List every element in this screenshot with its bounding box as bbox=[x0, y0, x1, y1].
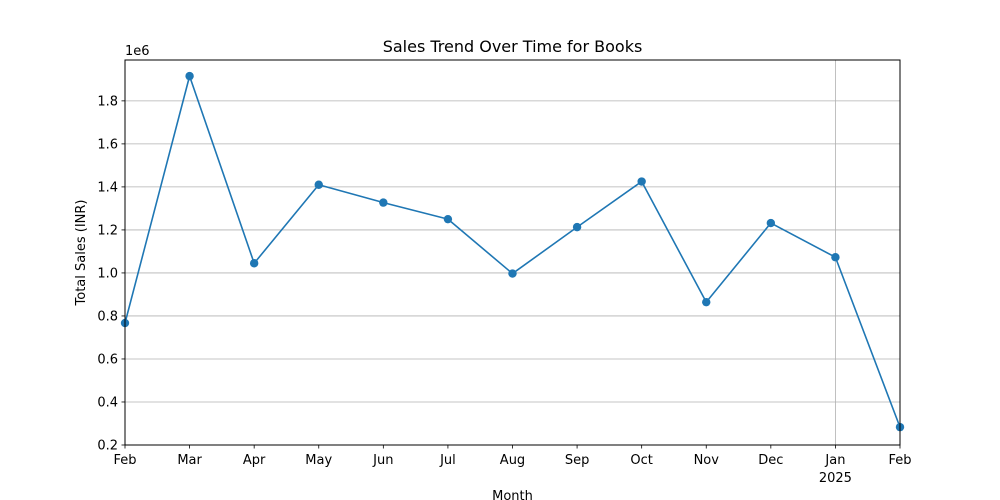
data-point bbox=[379, 198, 388, 207]
y-axis-ticks: 0.2 0.4 0.6 0.8 1.0 1.2 1.4 1.6 1.8 bbox=[97, 94, 125, 454]
y-tick-label: 0.8 bbox=[97, 309, 118, 324]
x-axis-label: Month bbox=[492, 489, 533, 500]
y-tick-label: 0.4 bbox=[97, 395, 118, 410]
data-point bbox=[766, 218, 776, 228]
y-tick-label: 0.6 bbox=[97, 352, 118, 367]
x-tick-label: Mar bbox=[177, 453, 202, 468]
y-tick-label: 0.2 bbox=[97, 439, 118, 454]
x-tick-label: Oct bbox=[630, 453, 652, 468]
y-tick-label: 1.6 bbox=[97, 137, 118, 152]
x-tick-sublabel: 2025 bbox=[819, 471, 852, 486]
x-tick-label: Apr bbox=[243, 453, 266, 468]
x-tick-label: Jan bbox=[824, 453, 845, 468]
data-point bbox=[443, 214, 453, 224]
x-tick-label: Aug bbox=[500, 453, 525, 468]
data-point bbox=[314, 180, 323, 189]
x-tick-label: Sep bbox=[565, 453, 590, 468]
data-point bbox=[249, 259, 259, 268]
data-point bbox=[831, 253, 840, 262]
y-offset-text: 1e6 bbox=[125, 44, 150, 59]
x-tick-label: Feb bbox=[888, 453, 911, 468]
x-tick-label: Feb bbox=[113, 453, 136, 468]
y-tick-label: 1.0 bbox=[97, 266, 118, 281]
x-tick-label: Jul bbox=[439, 453, 456, 468]
data-point bbox=[508, 269, 517, 278]
x-tick-label: Nov bbox=[694, 453, 720, 468]
y-tick-label: 1.4 bbox=[97, 180, 118, 195]
y-tick-label: 1.8 bbox=[97, 94, 118, 109]
y-axis-label: Total Sales (INR) bbox=[74, 200, 89, 307]
chart-title: Sales Trend Over Time for Books bbox=[383, 37, 643, 56]
data-point bbox=[702, 297, 711, 307]
data-point bbox=[637, 177, 646, 186]
x-tick-label: Dec bbox=[758, 453, 783, 468]
data-point bbox=[572, 222, 582, 232]
data-point bbox=[185, 71, 194, 81]
y-tick-label: 1.2 bbox=[97, 223, 118, 238]
x-axis-ticks: Feb Mar Apr May Jun Jul Aug Sep Oct Nov Dec Jan 2025… bbox=[113, 445, 912, 486]
x-tick-label: Jun bbox=[372, 453, 393, 468]
x-tick-label: May bbox=[305, 453, 332, 468]
